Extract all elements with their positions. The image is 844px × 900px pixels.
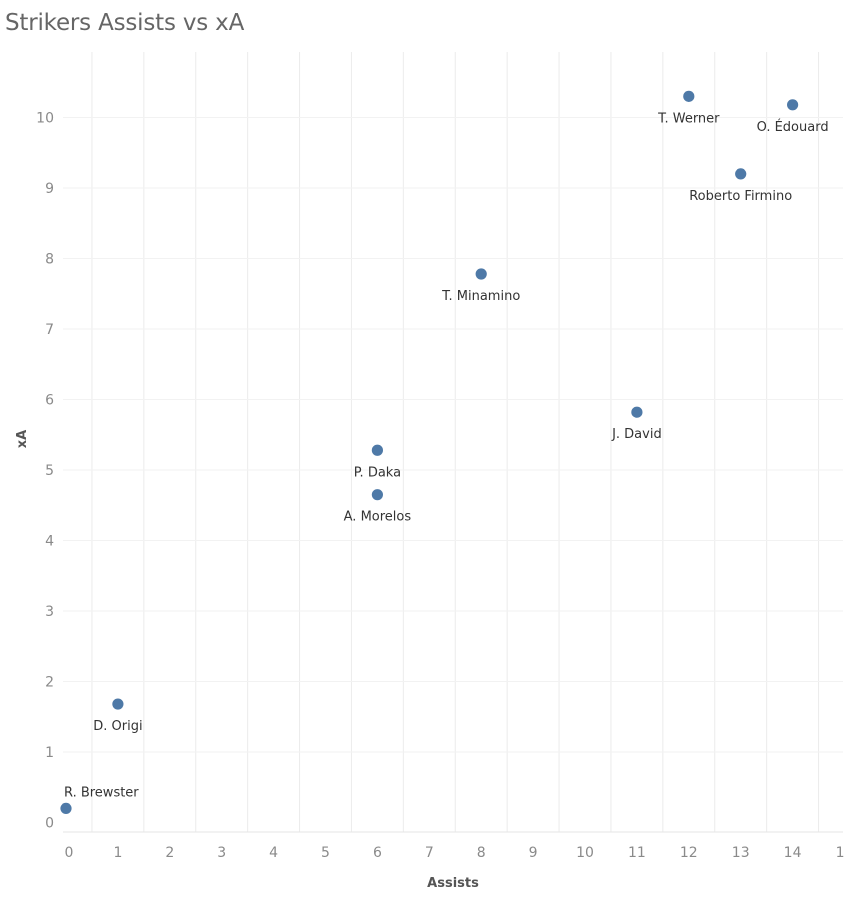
x-tick-label: 3: [217, 845, 226, 861]
x-tick-label: 4: [269, 845, 278, 861]
y-axis-title: xA: [15, 430, 30, 448]
x-tick-label: 9: [529, 845, 538, 861]
data-point[interactable]: [631, 406, 643, 418]
x-tick-label: 14: [784, 845, 802, 861]
data-point-label: A. Morelos: [344, 510, 412, 525]
y-tick-label: 7: [45, 322, 54, 338]
y-tick-label: 9: [45, 181, 54, 197]
data-point[interactable]: [683, 90, 695, 102]
data-point[interactable]: [735, 168, 747, 180]
data-point-label: R. Brewster: [64, 785, 139, 800]
data-point-labels: R. Brewster D. Origi A. Morelos P. Daka T. M…: [64, 111, 829, 800]
x-tick-label: 15: [836, 845, 844, 861]
x-tick-label: 12: [680, 845, 698, 861]
grid-lines: [63, 52, 843, 833]
data-points: [60, 90, 799, 815]
data-point[interactable]: [371, 444, 383, 456]
data-point-label: P. Daka: [354, 465, 401, 480]
y-tick-label: 10: [36, 111, 54, 127]
y-tick-label: 8: [45, 252, 54, 268]
x-tick-label: 7: [425, 845, 434, 861]
data-point[interactable]: [475, 268, 487, 280]
x-tick-label: 11: [628, 845, 646, 861]
data-point-label: J. David: [611, 427, 662, 442]
y-tick-label: 5: [45, 463, 54, 479]
y-axis-ticks: 0 1 2 3 4 5 6 7 8 9 10: [36, 111, 54, 832]
x-tick-label: 5: [321, 845, 330, 861]
x-tick-label: 8: [477, 845, 486, 861]
data-point-label: O. Édouard: [757, 119, 829, 135]
data-point-label: D. Origi: [93, 719, 142, 734]
chart-title: Strikers Assists vs xA: [5, 10, 245, 36]
y-tick-label: 0: [45, 816, 54, 832]
x-tick-label: 10: [576, 845, 594, 861]
y-tick-label: 4: [45, 534, 54, 550]
x-tick-label: 6: [373, 845, 382, 861]
x-tick-label: 2: [165, 845, 174, 861]
data-point[interactable]: [60, 802, 72, 815]
y-tick-label: 6: [45, 393, 54, 409]
x-axis-title: Assists: [427, 876, 479, 891]
x-tick-label: 0: [65, 845, 74, 861]
y-tick-label: 3: [45, 604, 54, 620]
data-point[interactable]: [371, 489, 383, 501]
x-tick-label: 13: [732, 845, 750, 861]
data-point-label: Roberto Firmino: [689, 189, 792, 204]
x-axis-ticks: 0123456789101112131415: [65, 845, 844, 861]
data-point-label: T. Werner: [657, 111, 720, 126]
data-point[interactable]: [787, 99, 799, 111]
data-point-label: T. Minamino: [441, 289, 520, 304]
data-point[interactable]: [112, 698, 124, 710]
y-tick-label: 2: [45, 675, 54, 691]
x-tick-label: 1: [113, 845, 122, 861]
y-tick-label: 1: [45, 745, 54, 761]
